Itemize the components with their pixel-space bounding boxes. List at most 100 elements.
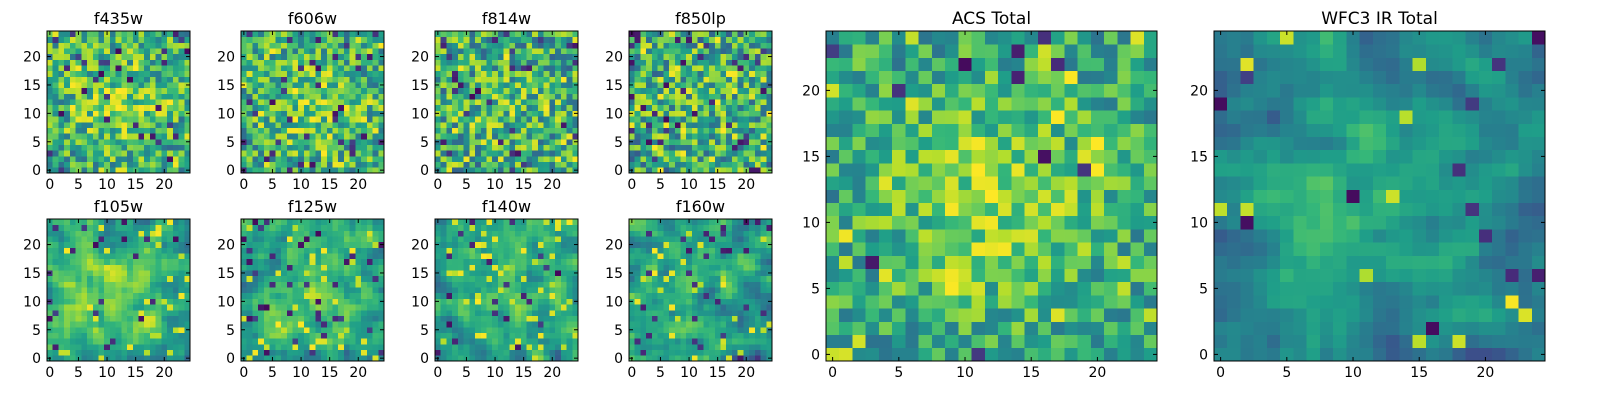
heatmap-cell — [709, 104, 716, 111]
heatmap-cell — [52, 161, 59, 168]
heatmap-cell — [663, 121, 670, 128]
heatmap-cell — [47, 99, 54, 106]
heatmap-cell — [52, 355, 59, 362]
heatmap-cell — [372, 167, 379, 174]
heatmap-cell — [161, 110, 168, 117]
heatmap-cell — [555, 292, 562, 299]
heatmap-cell — [691, 59, 699, 66]
heatmap-cell — [646, 270, 653, 277]
heatmap-cell — [669, 275, 676, 282]
heatmap-cell — [560, 338, 567, 345]
heatmap-cell — [184, 338, 191, 345]
y-tick-label: 0 — [32, 163, 41, 179]
heatmap-cell — [766, 133, 773, 140]
heatmap-cell — [709, 36, 716, 43]
heatmap-cell — [315, 326, 322, 333]
heatmap-cell — [47, 332, 54, 339]
heatmap-cell — [754, 99, 761, 106]
heatmap-cell — [338, 93, 345, 100]
heatmap-cell — [241, 315, 248, 322]
heatmap-cell — [492, 304, 499, 311]
heatmap-cell — [178, 270, 185, 277]
heatmap-cell — [366, 31, 373, 38]
heatmap-cell — [634, 281, 641, 288]
heatmap-cell — [241, 76, 248, 83]
heatmap-cell — [127, 281, 134, 288]
heatmap-cell — [720, 298, 727, 305]
heatmap-cell — [303, 53, 311, 60]
heatmap-cell — [109, 315, 117, 322]
heatmap-cell — [309, 241, 316, 248]
heatmap-cell — [178, 110, 185, 117]
heatmap-cell — [651, 99, 658, 106]
heatmap-cell — [246, 161, 253, 168]
heatmap-cell — [646, 321, 653, 328]
heatmap-cell — [555, 349, 562, 356]
heatmap-cell — [127, 343, 134, 351]
heatmap-cell — [47, 281, 54, 288]
heatmap-cell — [469, 65, 476, 72]
heatmap-cell — [669, 144, 676, 151]
heatmap-cell — [532, 292, 539, 299]
heatmap-cell — [566, 281, 573, 288]
heatmap-cell — [674, 349, 681, 356]
heatmap-cell — [104, 224, 111, 231]
heatmap-cell — [674, 76, 681, 83]
heatmap-cell — [349, 110, 356, 117]
heatmap-cell — [743, 155, 750, 163]
heatmap-cell — [532, 138, 539, 145]
heatmap-cell — [115, 150, 122, 157]
heatmap-cell — [309, 150, 316, 157]
heatmap-cell — [98, 321, 105, 328]
heatmap-cell — [178, 76, 185, 83]
heatmap-cell — [355, 292, 362, 299]
heatmap-cell — [87, 309, 94, 316]
heatmap-cell — [515, 258, 522, 265]
heatmap-cell — [680, 343, 687, 351]
heatmap-cell — [263, 270, 270, 277]
heatmap-cell — [343, 31, 351, 38]
heatmap-cell — [184, 87, 191, 94]
heatmap-cell — [572, 93, 579, 100]
heatmap-cell — [537, 82, 545, 89]
heatmap-cell — [726, 355, 733, 362]
heatmap-cell — [138, 304, 145, 311]
heatmap-cell — [646, 338, 653, 345]
x-tick-label: 15 — [127, 177, 145, 193]
heatmap-cell — [98, 349, 105, 356]
heatmap-cell — [737, 309, 744, 316]
heatmap-cell — [47, 93, 54, 100]
heatmap-cell — [515, 219, 522, 226]
heatmap-cell — [754, 326, 761, 333]
heatmap-cell — [520, 321, 527, 328]
heatmap-cell — [674, 93, 681, 100]
heatmap-cell — [497, 292, 505, 299]
heatmap-cell — [440, 31, 447, 38]
heatmap-cell — [515, 161, 522, 168]
heatmap-cell — [469, 116, 476, 123]
x-tick-label: 10 — [98, 177, 116, 193]
y-tick-label: 5 — [226, 135, 235, 151]
heatmap-cell — [709, 343, 716, 351]
heatmap-cell — [298, 76, 305, 83]
heatmap-cell — [629, 144, 636, 151]
heatmap-cell — [714, 65, 721, 72]
heatmap-cell — [640, 332, 647, 339]
heatmap-cell — [298, 338, 305, 345]
heatmap-cell — [555, 332, 562, 339]
heatmap-cell — [81, 298, 88, 305]
heatmap-cell — [149, 298, 157, 305]
heatmap-cell — [640, 53, 647, 60]
heatmap-cell — [435, 93, 442, 100]
heatmap-cell — [555, 93, 562, 100]
heatmap-cell — [75, 93, 82, 100]
heatmap-cell — [674, 155, 681, 163]
heatmap-cell — [457, 270, 464, 277]
heatmap-cell — [127, 264, 134, 271]
heatmap-cell — [697, 332, 704, 339]
heatmap-cell — [343, 110, 351, 117]
heatmap-cell — [144, 349, 151, 356]
heatmap-cell — [754, 161, 761, 168]
heatmap-cell — [178, 241, 185, 248]
heatmap-cell — [338, 99, 345, 106]
